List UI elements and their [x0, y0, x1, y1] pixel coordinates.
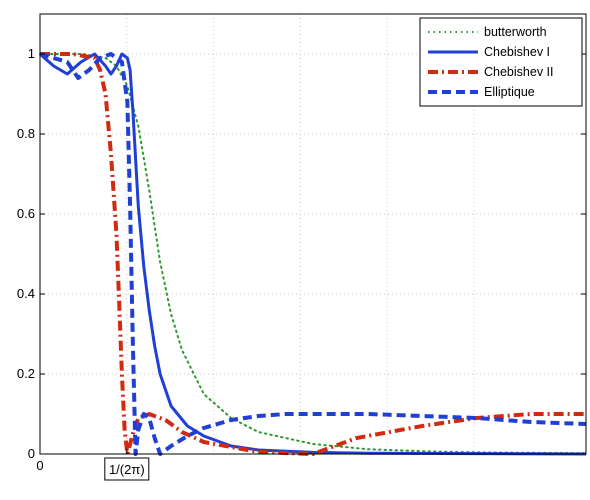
y-tick-label-5: 1 — [28, 46, 35, 61]
y-tick-label-3: 0.6 — [17, 206, 35, 221]
y-tick-label-0: 0 — [28, 446, 35, 461]
y-tick-label-2: 0.4 — [17, 286, 35, 301]
y-tick-label-1: 0.2 — [17, 366, 35, 381]
legend-label-1: Chebishev I — [484, 45, 550, 59]
x-tick-label-0: 0 — [36, 458, 43, 473]
legend-label-3: Elliptique — [484, 85, 535, 99]
legend-label-2: Chebishev II — [484, 65, 553, 79]
x-tick-label-1: 1/(2π) — [109, 462, 145, 477]
series-line-chebishev-i — [39, 52, 587, 456]
y-tick-label-4: 0.8 — [17, 126, 35, 141]
series-line-elliptique — [39, 52, 587, 456]
legend-label-0: butterworth — [484, 25, 547, 39]
grid — [40, 14, 586, 454]
series-layer — [39, 52, 587, 456]
series-line-chebishev-ii — [40, 52, 586, 456]
legend: butterworth Chebishev I Chebishev II Ellipt… — [419, 17, 583, 107]
tick-layer: 0 0.2 0.4 0.6 0.8 1 0 1/(2π) — [17, 46, 586, 481]
series-line-butterworth — [39, 53, 587, 455]
plot-frame — [39, 13, 587, 455]
x-tick-label-box-1 — [104, 457, 150, 481]
